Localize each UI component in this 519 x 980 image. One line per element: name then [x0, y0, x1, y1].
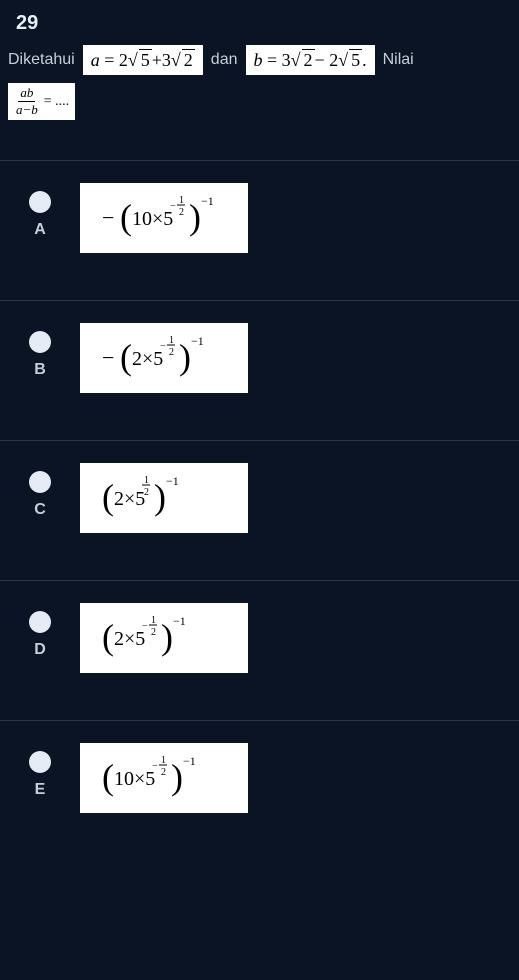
option-label: C: [34, 501, 46, 519]
svg-text:2×5: 2×5: [114, 628, 145, 650]
svg-text:−: −: [102, 205, 114, 230]
svg-text:(: (: [102, 477, 114, 517]
svg-text:2: 2: [144, 487, 149, 498]
option-selector[interactable]: E: [0, 743, 80, 799]
radio-icon[interactable]: [29, 191, 51, 213]
svg-text:−: −: [170, 201, 176, 212]
svg-text:1: 1: [169, 335, 174, 346]
svg-text:−: −: [142, 621, 148, 632]
option-row-a[interactable]: A−(10×5−12)−1: [0, 160, 519, 300]
option-row-c[interactable]: C (2×5 12)−1: [0, 440, 519, 580]
svg-text:2: 2: [179, 207, 184, 218]
option-formula: (2×5 12)−1: [80, 463, 248, 533]
option-label: E: [35, 781, 46, 799]
option-label: B: [34, 361, 46, 379]
svg-text:10×5: 10×5: [114, 768, 155, 790]
svg-text:−1: −1: [183, 754, 196, 768]
option-selector[interactable]: A: [0, 183, 80, 239]
formula-a: a = 25+32: [83, 45, 203, 75]
svg-text:1: 1: [151, 615, 156, 626]
radio-icon[interactable]: [29, 751, 51, 773]
svg-text:10×5: 10×5: [132, 208, 173, 230]
svg-text:2×5: 2×5: [114, 488, 145, 510]
fraction-numerator: ab: [18, 85, 35, 102]
question-text-row: Diketahui a = 25+32 dan b = 32− 25. Nila…: [0, 45, 519, 83]
question-expression: ab a−b = ....: [0, 83, 519, 120]
svg-text:−1: −1: [191, 334, 204, 348]
question-word-nilai: Nilai: [383, 51, 414, 69]
question-number: 29: [0, 0, 519, 45]
option-formula: −(10×5−12)−1: [80, 183, 248, 253]
svg-text:1: 1: [179, 195, 184, 206]
quiz-screen: 29 Diketahui a = 25+32 dan b = 32− 25. N…: [0, 0, 519, 980]
svg-text:): ): [179, 337, 191, 377]
svg-text:2×5: 2×5: [132, 348, 163, 370]
svg-text:−1: −1: [201, 194, 214, 208]
svg-text:−: −: [102, 345, 114, 370]
svg-text:−1: −1: [166, 474, 179, 488]
option-row-b[interactable]: B−(2×5−12)−1: [0, 300, 519, 440]
option-selector[interactable]: D: [0, 603, 80, 659]
question-word-dan: dan: [211, 51, 238, 69]
radio-icon[interactable]: [29, 331, 51, 353]
formula-fraction: ab a−b = ....: [8, 83, 75, 120]
svg-text:): ): [171, 757, 183, 797]
option-selector[interactable]: B: [0, 323, 80, 379]
svg-text:2: 2: [151, 627, 156, 638]
option-label: A: [34, 221, 46, 239]
option-formula: (2×5−12)−1: [80, 603, 248, 673]
svg-text:(: (: [120, 197, 132, 237]
option-formula: −(2×5−12)−1: [80, 323, 248, 393]
formula-b: b = 32− 25.: [246, 45, 375, 75]
svg-text:−: −: [160, 341, 166, 352]
svg-text:): ): [161, 617, 173, 657]
svg-text:−: −: [152, 761, 158, 772]
svg-text:(: (: [120, 337, 132, 377]
option-row-e[interactable]: E(10×5−12)−1: [0, 720, 519, 833]
question-word-diketahui: Diketahui: [8, 51, 75, 69]
svg-text:): ): [189, 197, 201, 237]
svg-text:): ): [154, 477, 166, 517]
svg-text:2: 2: [169, 347, 174, 358]
option-label: D: [34, 641, 46, 659]
svg-text:(: (: [102, 617, 114, 657]
equals-dots: = ....: [44, 94, 69, 110]
radio-icon[interactable]: [29, 611, 51, 633]
svg-text:−1: −1: [173, 614, 186, 628]
svg-text:2: 2: [161, 767, 166, 778]
option-row-d[interactable]: D(2×5−12)−1: [0, 580, 519, 720]
svg-text:1: 1: [161, 755, 166, 766]
option-selector[interactable]: C: [0, 463, 80, 519]
option-formula: (10×5−12)−1: [80, 743, 248, 813]
fraction-denominator: a−b: [14, 102, 40, 118]
svg-text:1: 1: [144, 475, 149, 486]
radio-icon[interactable]: [29, 471, 51, 493]
svg-text:(: (: [102, 757, 114, 797]
options-list: A−(10×5−12)−1B−(2×5−12)−1C(2×512)−1D(2×5…: [0, 160, 519, 833]
